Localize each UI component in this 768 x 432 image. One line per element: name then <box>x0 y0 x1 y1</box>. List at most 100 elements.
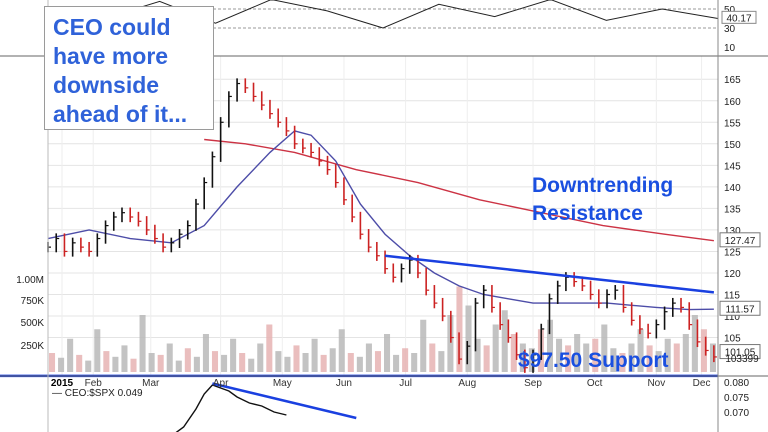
price-tick-label: 140 <box>724 183 741 194</box>
rsi-value-label: 40.17 <box>726 13 751 24</box>
volume-bar <box>121 345 128 372</box>
volume-bar <box>139 315 146 372</box>
volume-bar <box>58 357 65 372</box>
volume-bar <box>655 351 662 372</box>
rsi-value-box <box>721 10 757 24</box>
volume-bar <box>565 345 572 372</box>
volume-bar <box>438 351 445 372</box>
sma200-value-label: 127.47 <box>725 236 756 247</box>
volume-bar <box>94 329 101 372</box>
rsi-tick-label: 10 <box>724 43 736 54</box>
volume-bar <box>211 351 219 372</box>
price-tick-label: 125 <box>724 247 741 258</box>
volume-bar <box>202 334 209 372</box>
x-tick-label: Nov <box>647 378 665 389</box>
volume-bar <box>393 354 400 372</box>
volume-bar <box>76 354 83 372</box>
volume-bar <box>257 343 264 372</box>
relative-tick-label: 0.080 <box>724 378 749 389</box>
volume-tick-label: 750K <box>21 296 45 307</box>
volume-bar <box>49 353 56 372</box>
volume-bar <box>610 348 617 372</box>
x-tick-label: Oct <box>587 378 603 389</box>
volume-bar <box>592 338 599 372</box>
volume-bar <box>384 334 391 372</box>
volume-bar <box>157 354 164 372</box>
volume-bar <box>709 343 716 372</box>
volume-bar <box>112 356 119 372</box>
volume-bar <box>320 354 327 372</box>
rsi-tick-label: 30 <box>724 24 736 35</box>
volume-bar <box>501 310 508 372</box>
price-tick-label: 165 <box>724 75 741 86</box>
volume-bars <box>49 286 716 372</box>
close-value-label: 101.05 <box>725 348 756 359</box>
volume-bar <box>184 348 191 372</box>
volume-bar <box>175 360 182 372</box>
x-tick-label: Apr <box>213 378 229 389</box>
x-tick-label: May <box>273 378 292 389</box>
volume-bar <box>221 354 228 372</box>
relative-trendline <box>212 382 357 420</box>
callout-line-4: ahead of it... <box>53 101 188 127</box>
volume-bar <box>673 343 680 372</box>
volume-bar <box>85 360 92 372</box>
callout-line-3: downside <box>53 72 160 98</box>
volume-bar <box>682 334 689 372</box>
volume-bar <box>646 345 653 372</box>
grid-lines <box>48 56 718 376</box>
volume-bar <box>574 334 581 372</box>
volume-bar <box>456 286 463 372</box>
headline-callout: CEO could have more downside ahead of it… <box>44 6 214 130</box>
volume-bar <box>691 315 698 372</box>
callout-line-1: CEO could <box>53 14 171 40</box>
volume-bar <box>230 338 237 372</box>
volume-bar <box>546 319 554 372</box>
relative-tick-label: 0.070 <box>724 408 749 419</box>
price-tick-label: 135 <box>724 204 741 215</box>
x-tick-label: Jun <box>336 378 352 389</box>
volume-tick-label: 500K <box>21 318 45 329</box>
volume-average-label: 103399 <box>725 354 759 365</box>
volume-bar <box>365 343 372 372</box>
volume-bar <box>248 358 255 372</box>
relative-series-label: — CEO:$SPX 0.049 <box>52 388 143 399</box>
volume-bar <box>338 329 345 372</box>
x-tick-label: Mar <box>142 378 160 389</box>
x-tick-label: Aug <box>458 378 476 389</box>
sma200-line <box>204 138 714 242</box>
close-value-label-box <box>719 344 761 360</box>
volume-bar <box>311 338 318 372</box>
volume-bar <box>329 348 336 372</box>
relative-tick-label: 0.075 <box>724 393 749 404</box>
volume-bar <box>637 329 644 372</box>
rsi-tick-label: 50 <box>724 5 736 16</box>
volume-bar <box>266 324 273 372</box>
volume-bar <box>411 353 418 372</box>
relative-strength-line <box>175 384 287 432</box>
resistance-annotation-line-1: Downtrending <box>532 174 674 197</box>
x-tick-label: Feb <box>85 378 103 389</box>
price-tick-label: 150 <box>724 140 741 151</box>
volume-bar <box>356 356 363 372</box>
volume-bar <box>429 343 436 372</box>
volume-bar <box>67 338 74 372</box>
price-tick-label: 155 <box>724 118 741 129</box>
x-tick-label: Dec <box>693 378 711 389</box>
volume-bar <box>474 338 481 372</box>
price-tick-label: 160 <box>724 97 741 108</box>
callout-line-2: have more <box>53 43 169 69</box>
x-tick-label: Jul <box>399 378 412 389</box>
resistance-annotation-line-2: Resistance <box>532 202 643 225</box>
price-tick-label: 110 <box>724 312 740 323</box>
volume-bar <box>284 356 291 372</box>
rsi-line <box>47 0 719 29</box>
volume-bar <box>700 329 707 372</box>
price-tick-label: 115 <box>724 291 740 302</box>
volume-bar <box>293 345 300 372</box>
x-tick-label: Sep <box>524 378 542 389</box>
volume-bar <box>402 348 409 372</box>
volume-tick-label: 1.00M <box>16 275 44 286</box>
volume-tick-label: 250K <box>21 341 45 352</box>
volume-bar <box>492 324 499 372</box>
